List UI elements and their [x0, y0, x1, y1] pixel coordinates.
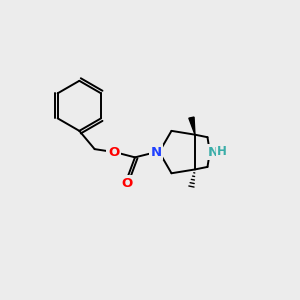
Text: O: O	[108, 146, 119, 159]
Text: O: O	[121, 177, 132, 190]
Text: H: H	[217, 145, 227, 158]
Text: N: N	[208, 146, 219, 159]
Polygon shape	[189, 117, 195, 135]
Text: N: N	[151, 146, 162, 159]
